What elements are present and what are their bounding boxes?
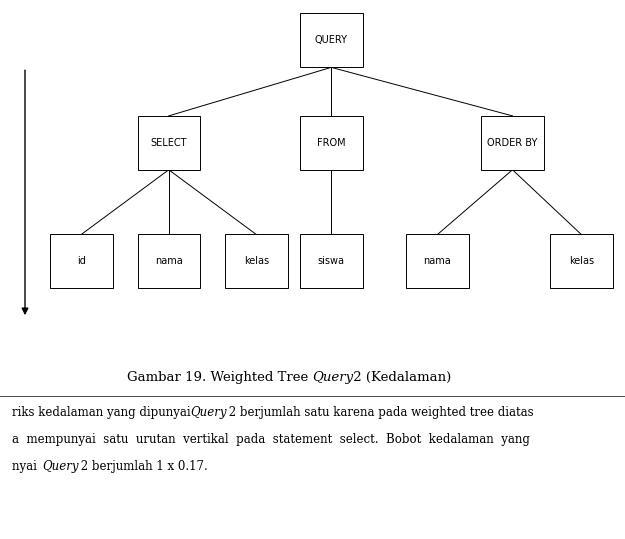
Text: 2 (Kedalaman): 2 (Kedalaman) xyxy=(349,371,451,384)
Text: ORDER BY: ORDER BY xyxy=(488,138,538,148)
FancyBboxPatch shape xyxy=(50,234,112,288)
Text: a  mempunyai  satu  urutan  vertikal  pada  statement  select.  Bobot  kedalaman: a mempunyai satu urutan vertikal pada st… xyxy=(12,433,531,446)
FancyBboxPatch shape xyxy=(300,234,362,288)
Text: nyai: nyai xyxy=(12,460,41,473)
Text: FROM: FROM xyxy=(317,138,346,148)
FancyBboxPatch shape xyxy=(225,234,288,288)
FancyBboxPatch shape xyxy=(550,234,612,288)
Text: 2 berjumlah satu karena pada weighted tree diatas: 2 berjumlah satu karena pada weighted tr… xyxy=(225,406,534,419)
Text: riks kedalaman yang dipunyai: riks kedalaman yang dipunyai xyxy=(12,406,195,419)
FancyBboxPatch shape xyxy=(300,13,362,67)
FancyBboxPatch shape xyxy=(300,116,362,170)
Text: 2 berjumlah 1 x 0.17.: 2 berjumlah 1 x 0.17. xyxy=(77,460,208,473)
FancyBboxPatch shape xyxy=(406,234,469,288)
Text: nama: nama xyxy=(155,257,182,266)
Text: kelas: kelas xyxy=(244,257,269,266)
Text: Gambar 19. Weighted Tree: Gambar 19. Weighted Tree xyxy=(127,371,312,384)
Text: id: id xyxy=(77,257,86,266)
Text: SELECT: SELECT xyxy=(151,138,187,148)
Text: kelas: kelas xyxy=(569,257,594,266)
Text: Query: Query xyxy=(42,460,79,473)
Text: Query: Query xyxy=(191,406,227,419)
Text: QUERY: QUERY xyxy=(315,36,348,45)
FancyBboxPatch shape xyxy=(138,234,200,288)
FancyBboxPatch shape xyxy=(481,116,544,170)
Text: Query: Query xyxy=(312,371,354,384)
FancyBboxPatch shape xyxy=(138,116,200,170)
Text: siswa: siswa xyxy=(318,257,345,266)
Text: nama: nama xyxy=(424,257,451,266)
